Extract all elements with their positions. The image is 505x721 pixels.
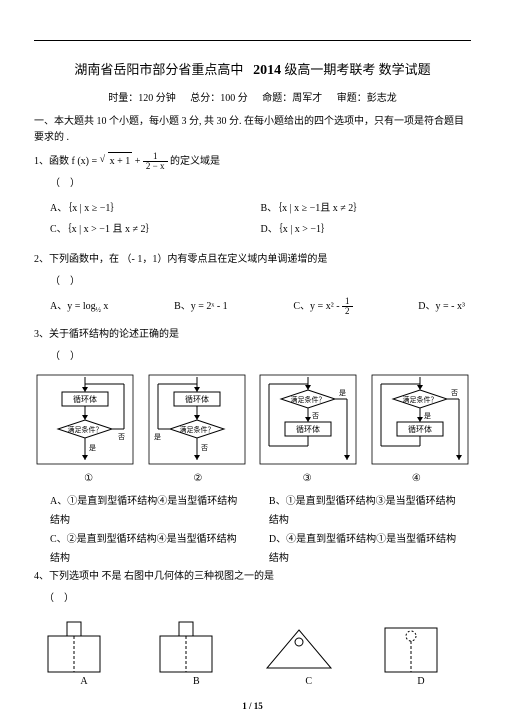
q1-text-b: 的定义域是: [170, 156, 220, 167]
q4-paren: （ ）: [44, 590, 471, 608]
q1-stem: 1、函数 f (x) = x + 1 + 1 2 − x 的定义域是: [34, 152, 471, 171]
q2-c-pre: C、y = x² -: [293, 301, 342, 312]
q4-shape-a: A: [34, 616, 134, 687]
svg-text:循环体: 循环体: [185, 394, 209, 404]
svg-text:否: 否: [451, 389, 458, 397]
q2-opt-a: A、y = log½ x: [50, 297, 108, 316]
q4-label-b: B: [146, 676, 246, 687]
svg-text:满足条件？: 满足条件？: [402, 395, 437, 404]
q2-stem: 2、下列函数中，在 （- 1，1）内有零点且在定义域内单调递增的是: [34, 251, 471, 269]
q2-opt-c: C、y = x² - 1 2: [293, 297, 352, 316]
flowchart-numbers: ① ② ③ ④: [34, 473, 471, 484]
svg-text:是: 是: [424, 412, 431, 420]
q3-opt-d: D、④是直到型循环结构①是当型循环结构: [269, 530, 471, 545]
q3-end-b: 结构: [269, 511, 471, 526]
flowchart-1: 循环体 满足条件？ 否 是: [34, 372, 136, 467]
flowchart-4: 满足条件？ 是 循环体 否: [369, 372, 471, 467]
q1-paren: （ ）: [50, 175, 471, 193]
svg-text:是: 是: [154, 433, 161, 441]
q3-opt-b: B、①是直到型循环结构③是当型循环结构: [269, 492, 471, 507]
svg-text:循环体: 循环体: [408, 424, 432, 434]
author-label: 命题：周军才: [262, 93, 322, 104]
q1-opt-d: D、｛x | x > −1｝: [261, 220, 472, 235]
q2-opt-b: B、y = 2ˣ - 1: [174, 297, 228, 316]
q3-end-a: 结构: [50, 511, 269, 526]
q2-a-pre: A、y = log: [50, 301, 96, 312]
svg-text:满足条件？: 满足条件？: [68, 425, 103, 434]
flow-num-1: ①: [84, 473, 93, 484]
top-rule: [34, 40, 471, 41]
svg-text:否: 否: [312, 412, 319, 420]
q4-label-c: C: [259, 676, 359, 687]
review-label: 审题：彭志龙: [337, 93, 397, 104]
q2-options: A、y = log½ x B、y = 2ˣ - 1 C、y = x² - 1 2…: [50, 297, 465, 316]
q2-a-post: x: [101, 301, 109, 312]
q4-shape-c: C: [259, 616, 359, 687]
q1-frac: 1 2 − x: [143, 152, 168, 171]
page-number: 1 / 15: [34, 701, 471, 711]
q1-options: A、｛x | x ≥ −1｝ B、｛x | x ≥ −1且 x ≠ 2｝ C、｛…: [50, 199, 471, 241]
q2-c-frac: 1 2: [342, 297, 353, 316]
flow-num-3: ③: [303, 473, 312, 484]
q1-opt-b: B、｛x | x ≥ −1且 x ≠ 2｝: [261, 199, 472, 214]
flowchart-row: 循环体 满足条件？ 否 是 循环体 满足条件？ 是 否: [34, 372, 471, 467]
section-intro: 一、本大题共 10 个小题，每小题 3 分, 共 30 分. 在每小题给出的四个…: [34, 114, 471, 146]
svg-text:循环体: 循环体: [73, 394, 97, 404]
q2-c-d: 2: [342, 307, 353, 316]
flowchart-2: 循环体 满足条件？ 是 否: [146, 372, 248, 467]
q2-opt-d: D、y = - x³: [418, 297, 465, 316]
q3-opts-row2: C、②是直到型循环结构④是当型循环结构 D、④是直到型循环结构①是当型循环结构: [50, 530, 471, 545]
svg-text:是: 是: [339, 389, 346, 397]
q1-sqrt: x + 1: [108, 152, 133, 171]
svg-text:满足条件？: 满足条件？: [179, 425, 214, 434]
q3-opt-a: A、①是直到型循环结构④是当型循环结构: [50, 492, 269, 507]
title-left: 湖南省岳阳市部分省重点高中: [74, 62, 243, 77]
q4-shape-d: D: [371, 616, 471, 687]
q3-paren: （ ）: [50, 348, 471, 366]
q2-paren: （ ）: [50, 273, 471, 291]
q4-label-d: D: [371, 676, 471, 687]
svg-text:满足条件？: 满足条件？: [291, 395, 326, 404]
q3-end-d: 结构: [269, 549, 471, 564]
q3-stem: 3、关于循环结构的论述正确的是: [34, 326, 471, 344]
q1-frac-den: 2 − x: [143, 162, 168, 171]
q1-opt-c: C、｛x | x > −1 且 x ≠ 2｝: [50, 220, 261, 235]
q1-opt-a: A、｛x | x ≥ −1｝: [50, 199, 261, 214]
q3-end-c: 结构: [50, 549, 269, 564]
svg-text:否: 否: [201, 444, 208, 452]
q3-end-row2: 结构 结构: [50, 549, 471, 564]
svg-text:循环体: 循环体: [296, 424, 320, 434]
q4-shape-b: B: [146, 616, 246, 687]
q4-stem: 4、下列选项中 不是 右图中几何体的三种视图之一的是: [34, 568, 471, 586]
time-label: 时量：120 分钟: [108, 93, 176, 104]
flowchart-3: 满足条件？ 否 循环体 是: [257, 372, 359, 467]
title-right: 级高一期考联考 数学试题: [284, 62, 430, 77]
q3-opt-c: C、②是直到型循环结构④是当型循环结构: [50, 530, 269, 545]
q4-shapes: A B C D: [34, 616, 471, 687]
title-year: 2014: [253, 63, 281, 78]
svg-text:否: 否: [118, 433, 125, 441]
total-label: 总分：100 分: [190, 93, 248, 104]
q4-label-a: A: [34, 676, 134, 687]
q1-text-a: 1、函数 f (x) =: [34, 156, 100, 167]
q3-opts-row1: A、①是直到型循环结构④是当型循环结构 B、①是直到型循环结构③是当型循环结构: [50, 492, 471, 507]
flow-num-4: ④: [412, 473, 421, 484]
title: 湖南省岳阳市部分省重点高中 2014 级高一期考联考 数学试题: [34, 59, 471, 79]
q1-plus: +: [135, 156, 143, 167]
subheader: 时量：120 分钟 总分：100 分 命题：周军才 审题：彭志龙: [34, 89, 471, 104]
svg-text:是: 是: [89, 444, 96, 452]
q3-end-row1: 结构 结构: [50, 511, 471, 526]
flow-num-2: ②: [193, 473, 202, 484]
